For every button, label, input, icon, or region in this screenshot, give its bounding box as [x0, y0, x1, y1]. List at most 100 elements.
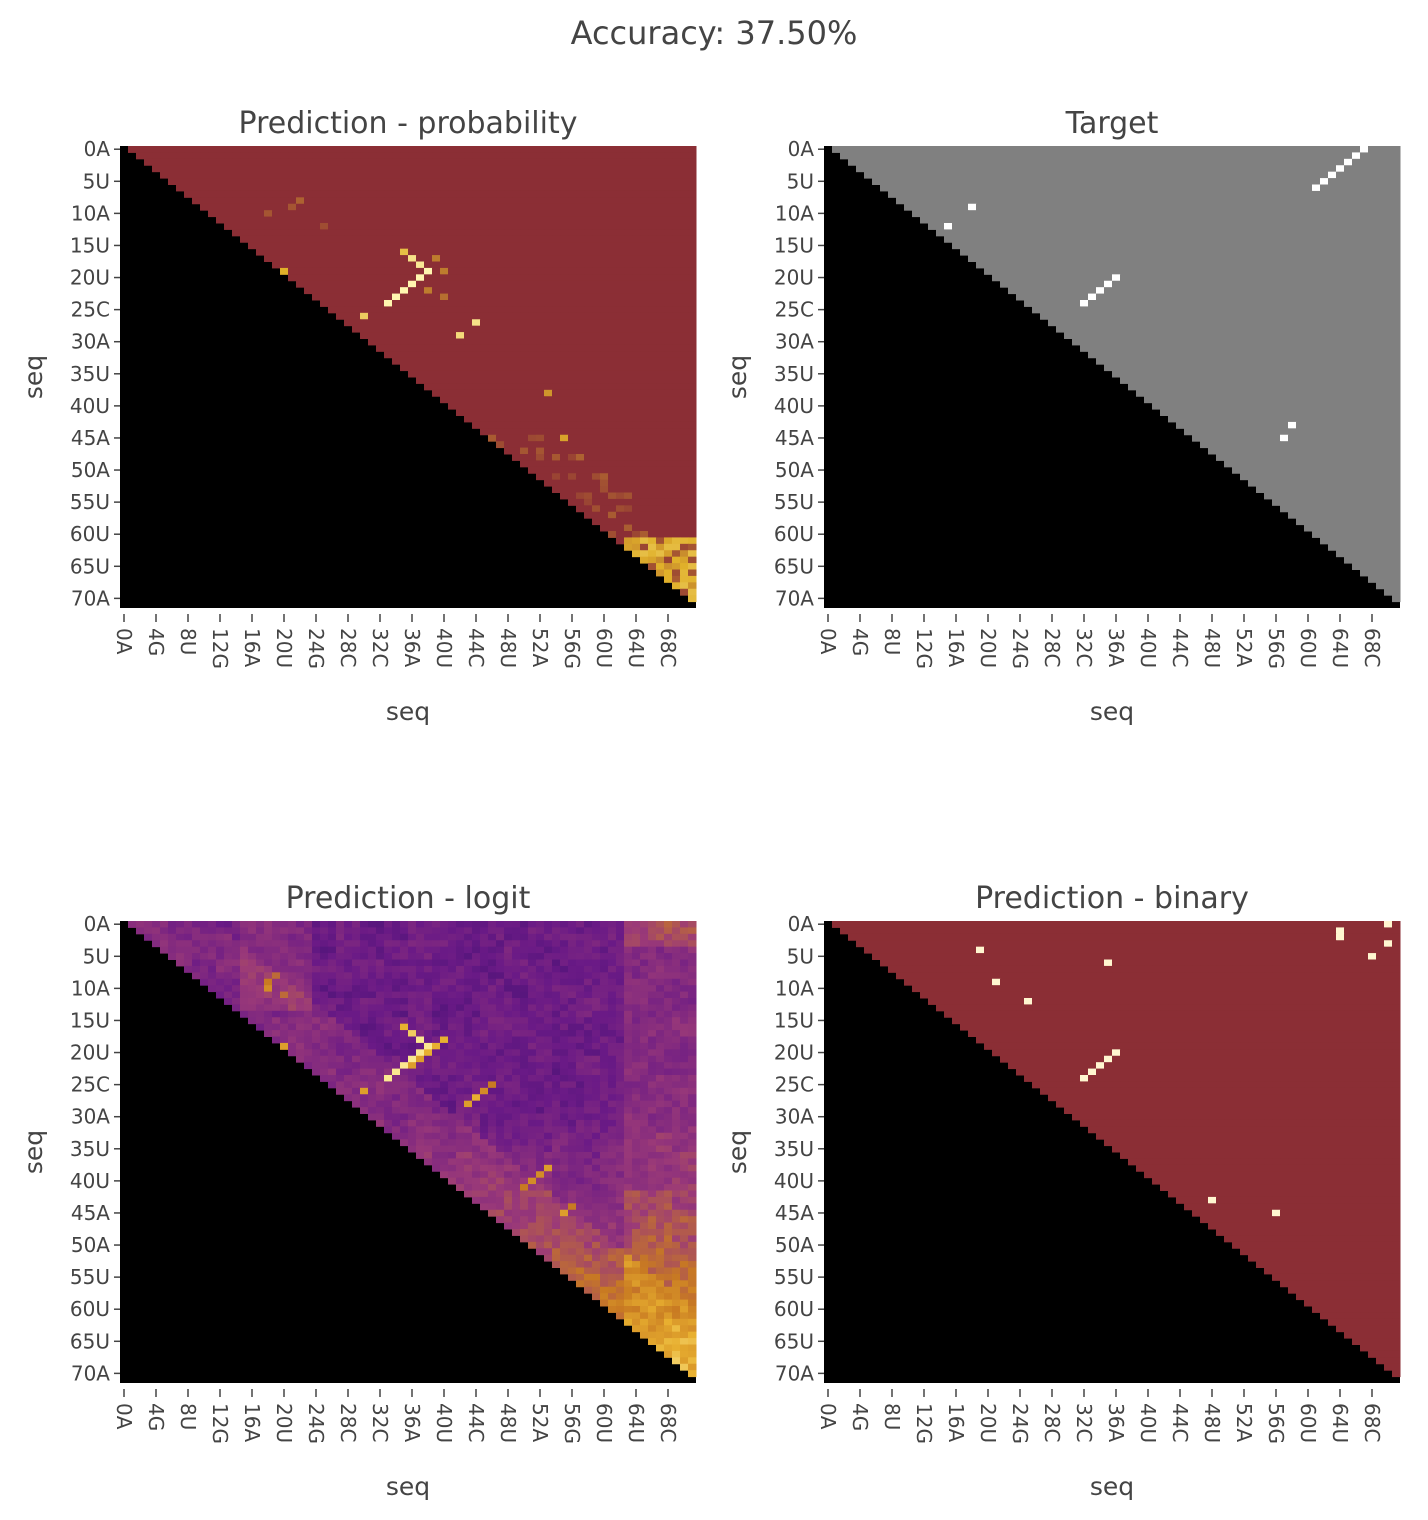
heatmap-cell	[304, 171, 313, 179]
heatmap-cell	[1200, 267, 1209, 275]
heatmap-cell	[616, 344, 625, 352]
heatmap-cell	[416, 319, 425, 327]
heatmap-cell	[576, 332, 585, 339]
heatmap-cell	[1352, 146, 1361, 153]
heatmap-cell	[1328, 293, 1337, 301]
heatmap-cell	[1344, 235, 1353, 243]
heatmap-cell	[560, 415, 569, 423]
heatmap-cell	[688, 235, 697, 243]
heatmap-cell	[1368, 460, 1377, 468]
heatmap-cell	[416, 351, 425, 359]
heatmap-cell	[912, 203, 921, 211]
heatmap-cell	[1328, 178, 1337, 185]
heatmap-cell	[448, 332, 457, 339]
heatmap-cell	[1368, 357, 1377, 365]
heatmap-cell	[352, 216, 361, 224]
heatmap-cell	[472, 210, 481, 218]
heatmap-cell	[488, 409, 497, 416]
heatmap-cell	[672, 184, 681, 192]
heatmap-cell	[672, 203, 681, 211]
heatmap-cell	[1344, 370, 1353, 378]
heatmap-cell	[520, 178, 529, 185]
heatmap-cell	[1360, 454, 1369, 461]
heatmap-cell	[544, 473, 553, 481]
heatmap-cell	[1328, 434, 1337, 442]
heatmap-cell	[352, 325, 361, 333]
heatmap-cell	[1160, 152, 1169, 160]
heatmap-cell	[1064, 300, 1073, 307]
heatmap-cell	[648, 351, 657, 359]
heatmap-cell	[576, 357, 585, 365]
heatmap-cell	[472, 351, 481, 359]
heatmap-cell	[1264, 338, 1273, 346]
heatmap-cell	[512, 396, 521, 404]
heatmap-cell	[400, 146, 409, 153]
heatmap-cell	[1088, 229, 1097, 237]
heatmap-cell	[1328, 415, 1337, 423]
heatmap-cell	[392, 190, 401, 198]
x-tick-label: 36A	[400, 628, 424, 667]
heatmap-cell	[552, 223, 561, 230]
heatmap-cell	[688, 274, 697, 282]
heatmap-cell	[1224, 351, 1233, 359]
heatmap-cell	[1024, 216, 1033, 224]
heatmap-cell	[672, 421, 681, 429]
heatmap-cell	[688, 223, 697, 230]
heatmap-cell	[1320, 300, 1329, 307]
heatmap-cell	[1376, 441, 1385, 449]
heatmap-cell	[1160, 389, 1169, 397]
heatmap-cell	[1136, 389, 1145, 397]
heatmap-cell	[648, 325, 657, 333]
heatmap-cell	[1160, 351, 1169, 359]
heatmap-cell	[640, 319, 649, 327]
heatmap-cell	[880, 165, 889, 173]
heatmap-cell	[536, 261, 545, 269]
heatmap-cell	[224, 165, 233, 173]
heatmap-cell	[448, 203, 457, 211]
heatmap-cell	[624, 287, 633, 295]
heatmap-cell	[480, 421, 489, 429]
heatmap-cell	[336, 171, 345, 179]
heatmap-cell	[656, 447, 665, 455]
heatmap-cell	[1160, 338, 1169, 346]
heatmap-cell	[376, 178, 385, 185]
heatmap-cell	[568, 197, 577, 205]
y-axis-title: seq	[19, 355, 48, 399]
heatmap-cell	[304, 158, 313, 166]
heatmap-cell	[856, 165, 865, 173]
heatmap-cell	[400, 203, 409, 211]
heatmap-cell	[1376, 267, 1385, 275]
heatmap-cell	[1000, 248, 1009, 256]
heatmap-cell	[608, 197, 617, 205]
heatmap-cell	[328, 261, 337, 269]
heatmap-cell	[232, 203, 241, 211]
heatmap-cell	[592, 171, 601, 179]
heatmap-cell	[464, 165, 473, 173]
heatmap-cell	[536, 319, 545, 327]
heatmap-cell	[944, 235, 953, 243]
heatmap-cell	[216, 171, 225, 179]
heatmap-cell	[1056, 203, 1065, 211]
heatmap-cell	[568, 203, 577, 211]
heatmap-cell	[1176, 287, 1185, 295]
heatmap-cell	[1304, 396, 1313, 404]
heatmap-cell	[576, 165, 585, 173]
heatmap-cell	[680, 511, 689, 519]
heatmap-cell	[1192, 293, 1201, 301]
heatmap-cell	[1072, 178, 1081, 185]
heatmap-cell	[360, 280, 369, 288]
heatmap-cell	[1080, 312, 1089, 320]
heatmap-cell	[1352, 287, 1361, 295]
heatmap-cell	[640, 383, 649, 391]
heatmap-cell	[248, 223, 257, 230]
heatmap-cell	[304, 223, 313, 230]
heatmap-cell	[664, 473, 673, 481]
heatmap-cell	[640, 434, 649, 442]
heatmap-cell	[400, 274, 409, 282]
heatmap-cell	[1048, 171, 1057, 179]
heatmap-cell	[504, 319, 513, 327]
heatmap-cell	[552, 184, 561, 192]
heatmap-cell	[256, 203, 265, 211]
heatmap-cell	[472, 248, 481, 256]
heatmap-cell	[1360, 344, 1369, 352]
